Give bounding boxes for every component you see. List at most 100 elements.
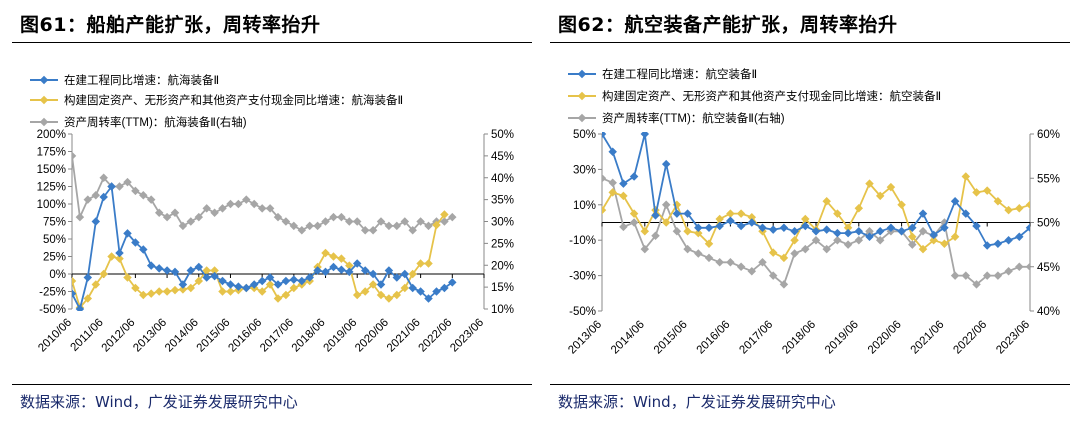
data-point-yellow [194,276,204,286]
data-point-gray [683,244,692,254]
data-point-gray [416,217,425,226]
data-point-gray [329,212,338,222]
data-point-yellow [619,191,628,201]
data-point-yellow [1058,192,1066,200]
x-tick-label: 2018/06 [290,317,328,355]
data-point-yellow [202,266,211,275]
data-point-gray [704,253,714,263]
data-point-gray [629,218,639,227]
left-tick-label: 50% [573,129,596,141]
data-point-gray [408,226,417,235]
data-point-yellow [352,290,362,300]
data-point-blue [218,276,227,286]
data-point-gray [440,217,449,226]
data-point-gray [99,173,108,183]
right-tick-label: 40% [491,173,514,185]
data-point-gray [424,221,433,231]
data-point-blue [640,132,650,139]
data-point-yellow [376,290,386,300]
data-point-blue [297,276,307,286]
data-point-blue [822,225,831,234]
series-line-blue [602,133,1030,247]
legend-swatch-marker [577,91,587,101]
data-point-yellow [107,252,116,261]
data-point-blue [162,266,172,275]
data-point-yellow [1015,204,1024,213]
data-point-yellow [629,209,639,218]
data-point-yellow [139,290,148,300]
data-point-gray [619,222,628,232]
right-tick-label: 15% [491,282,514,294]
right-tick-label: 60% [1037,129,1060,141]
figure-panel-61: 图61：船舶产能扩张，周转率抬升 -50% -25% 0% 25% 50% 75% 100%… [12,0,532,434]
right-tick-label: 45% [1037,262,1060,274]
data-point-blue [75,304,85,311]
data-point-yellow [91,280,101,289]
data-point-yellow [736,209,746,218]
x-tick-label: 2015/06 [652,319,690,357]
data-point-blue [993,239,1003,248]
data-point-blue [416,287,425,296]
data-point-blue [321,267,330,277]
data-point-gray [661,200,671,210]
x-tick-label: 2014/06 [609,319,647,357]
data-point-gray [779,280,789,289]
data-point-gray [249,199,259,209]
legend-label: 在建工程同比增速：航海装备Ⅱ [64,73,219,87]
data-point-gray [368,226,378,235]
data-point-gray [833,235,842,245]
right-tick-label: 30% [491,217,514,229]
data-point-yellow [170,285,180,295]
data-point-gray [218,204,227,213]
left-tick-label: 175% [37,147,66,159]
data-point-yellow [993,197,1003,206]
line-chart-aviation: -50% -30% -10% 10% 30% 50% 40% 45% 50% 55% 60% 2013… [566,67,1066,357]
data-point-yellow [360,287,370,296]
data-point-yellow [843,223,853,233]
data-point-yellow [432,220,441,230]
data-point-yellow [154,287,164,296]
x-tick-label: 2013/06 [131,317,169,355]
series-blue [72,182,457,311]
data-point-blue [242,283,251,293]
data-point-blue [982,241,992,250]
data-point-gray [131,186,140,196]
data-point-yellow [854,204,864,213]
data-point-yellow [715,214,724,224]
data-point-blue [345,267,354,277]
data-point-blue [115,248,124,258]
data-point-blue [91,217,101,226]
data-point-blue [392,273,402,282]
data-point-yellow [146,289,156,298]
data-point-blue [131,238,140,247]
left-tick-label: -25% [39,287,66,299]
source-rule [550,384,1070,385]
data-point-gray [265,204,275,213]
legend-swatch-marker [39,75,49,85]
data-point-blue [683,209,692,218]
data-point-yellow [281,290,291,300]
x-tick-label: 2010/06 [36,317,74,355]
data-point-blue [313,266,322,275]
x-tick-label: 2017/06 [258,317,296,355]
data-point-gray [202,204,211,213]
data-point-blue [854,227,864,236]
data-point-blue [107,182,116,191]
data-point-blue [368,269,378,279]
data-point-blue [940,223,949,233]
data-point-blue [202,273,211,282]
data-point-gray [640,244,650,254]
series-blue [602,132,1030,250]
data-point-yellow [72,276,77,286]
data-point-gray [736,262,746,272]
data-point-yellow [897,200,906,210]
data-point-yellow [115,254,124,263]
data-point-blue [704,223,714,233]
data-point-yellow [683,227,692,236]
data-point-gray [448,212,457,222]
data-point-blue [661,159,671,169]
data-point-gray [376,217,386,226]
x-tick-label: 2012/06 [100,317,138,355]
x-tick-label: 2023/06 [448,317,486,355]
data-point-gray [146,195,156,204]
